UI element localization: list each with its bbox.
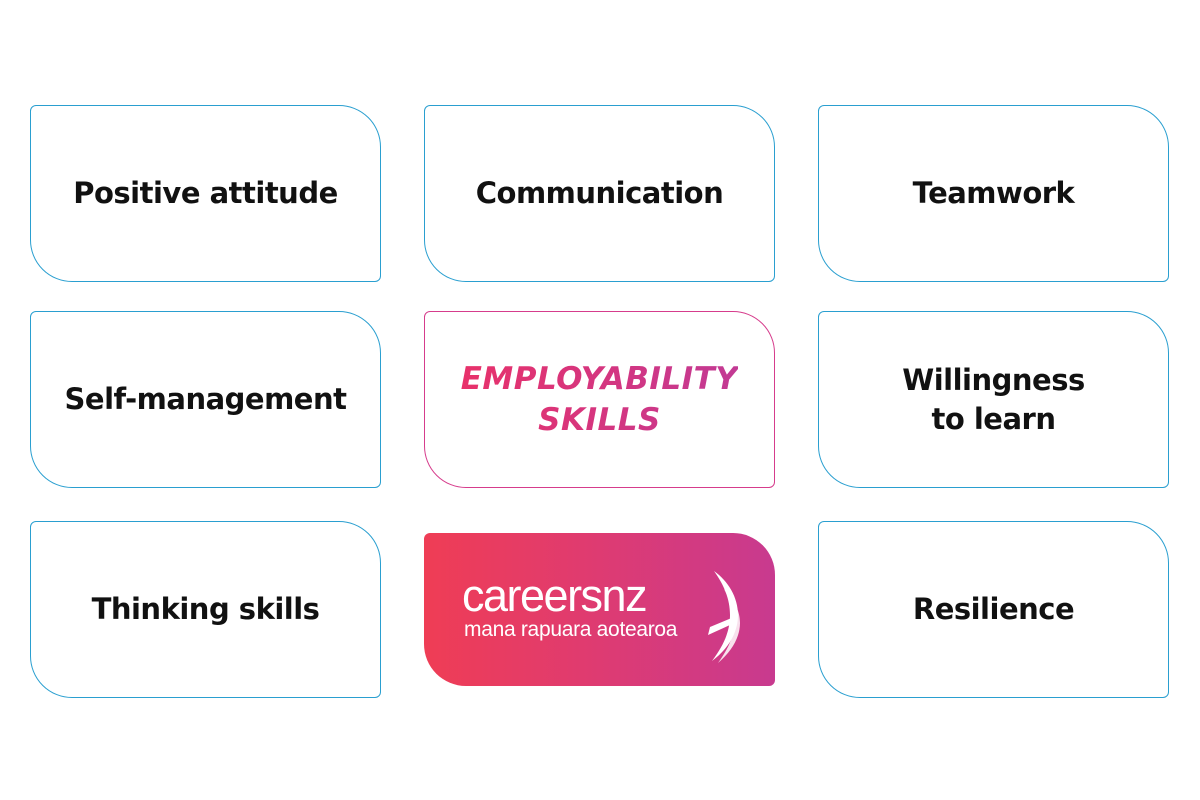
card-willingness-to-learn: Willingness to learn [818, 311, 1169, 488]
skill-label: Self-management [64, 382, 347, 417]
skill-label-line-2: to learn [931, 401, 1056, 436]
skill-label-line-1: Willingness [902, 363, 1085, 398]
headline-line-2: SKILLS [538, 401, 661, 438]
skill-label: Teamwork [912, 176, 1075, 211]
logo-tagline: mana rapuara aotearoa [464, 618, 678, 641]
card-positive-attitude: Positive attitude [30, 105, 381, 282]
skill-label: Communication [475, 176, 724, 211]
card-employability-skills: EMPLOYABILITY SKILLS [424, 311, 775, 488]
card-resilience: Resilience [818, 521, 1169, 698]
skill-label: Resilience [912, 592, 1075, 627]
headline-line-1: EMPLOYABILITY [460, 360, 739, 397]
swoosh-icon [708, 571, 740, 663]
card-thinking-skills: Thinking skills [30, 521, 381, 698]
card-teamwork: Teamwork [818, 105, 1169, 282]
skill-label: Willingness to learn [902, 361, 1085, 438]
skill-label: Positive attitude [73, 176, 338, 211]
headline: EMPLOYABILITY SKILLS [461, 359, 739, 441]
card-self-management: Self-management [30, 311, 381, 488]
careersnz-logo: careersnz mana rapuara aotearoa [424, 533, 775, 686]
logo-wordmark: careersnz [462, 570, 648, 621]
card-communication: Communication [424, 105, 775, 282]
skill-label: Thinking skills [91, 592, 320, 627]
